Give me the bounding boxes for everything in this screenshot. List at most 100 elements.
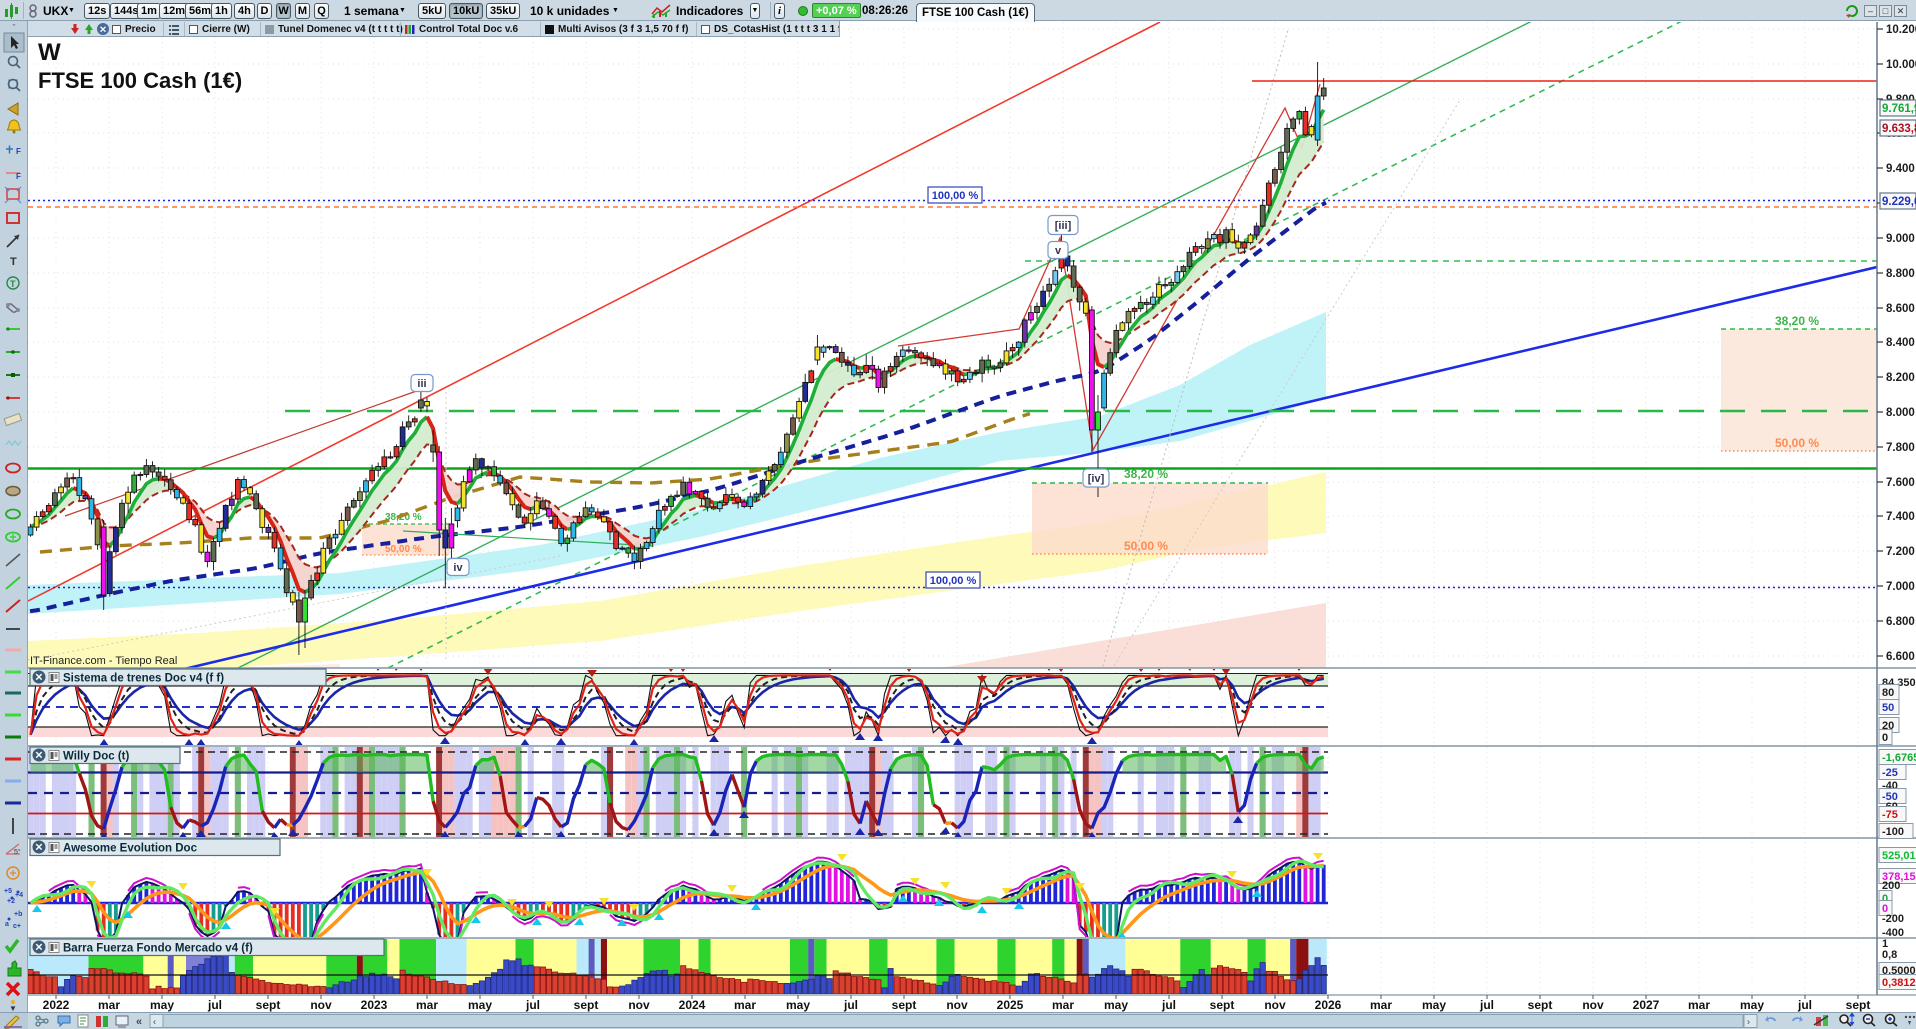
svg-text:Willy Doc (t): Willy Doc (t)	[63, 751, 130, 763]
svg-text:8.600: 8.600	[1886, 303, 1915, 315]
svg-text:9.633,8: 9.633,8	[1882, 123, 1916, 135]
svg-text:0: 0	[1882, 732, 1888, 744]
svg-text:-100: -100	[1882, 826, 1904, 838]
svg-text:+b: +b	[14, 911, 22, 918]
svg-text:38,20 %: 38,20 %	[385, 512, 422, 523]
svg-text:mar: mar	[1688, 998, 1710, 1012]
svg-text:+5: +5	[4, 888, 12, 895]
svg-text:v: v	[1055, 245, 1062, 257]
svg-text:sept: sept	[256, 998, 281, 1012]
svg-text:Barra Fuerza Fondo Mercado v4: Barra Fuerza Fondo Mercado v4 (f)	[63, 943, 253, 955]
svg-text:jul: jul	[1161, 998, 1176, 1012]
svg-text:nov: nov	[628, 998, 650, 1012]
svg-text:a: a	[5, 921, 9, 928]
svg-text:-50: -50	[1882, 791, 1898, 803]
svg-text:2023: 2023	[361, 998, 388, 1012]
svg-text:7.600: 7.600	[1886, 477, 1915, 489]
svg-text:0: 0	[1882, 893, 1888, 905]
svg-text:-75: -75	[1882, 809, 1898, 821]
svg-text:7.400: 7.400	[1886, 511, 1915, 523]
svg-text:mar: mar	[1052, 998, 1074, 1012]
svg-text:mar: mar	[416, 998, 438, 1012]
svg-text:50: 50	[1882, 702, 1894, 714]
svg-text:Awesome Evolution Doc: Awesome Evolution Doc	[63, 843, 198, 855]
svg-text:may: may	[1740, 998, 1764, 1012]
svg-text:100,00 %: 100,00 %	[930, 575, 977, 587]
svg-text:›: ›	[1747, 1017, 1750, 1027]
svg-text:✕: ✕	[35, 943, 43, 954]
svg-text:IT-Finance.com - Tiempo Real: IT-Finance.com - Tiempo Real	[30, 655, 177, 667]
svg-text:iv: iv	[453, 562, 463, 574]
svg-text:mar: mar	[734, 998, 756, 1012]
svg-text:0,8: 0,8	[1882, 949, 1897, 961]
svg-text:+2: +2	[7, 898, 15, 905]
svg-text:T: T	[10, 279, 16, 289]
svg-text:8.800: 8.800	[1886, 268, 1915, 280]
svg-text:2025: 2025	[997, 998, 1024, 1012]
svg-text:may: may	[1104, 998, 1128, 1012]
svg-text:2022: 2022	[43, 998, 70, 1012]
svg-text:jul: jul	[1479, 998, 1494, 1012]
svg-text:[iv]: [iv]	[1088, 473, 1105, 485]
svg-text:✕: ✕	[35, 843, 43, 854]
svg-text:1: 1	[1882, 938, 1888, 950]
svg-text:2027: 2027	[1633, 998, 1660, 1012]
svg-text:jul: jul	[525, 998, 540, 1012]
svg-text:8.400: 8.400	[1886, 337, 1915, 349]
svg-text:8.200: 8.200	[1886, 372, 1915, 384]
svg-text:F: F	[16, 147, 21, 156]
svg-text:7.200: 7.200	[1886, 546, 1915, 558]
svg-text:-400: -400	[1882, 927, 1904, 939]
svg-text:10.200: 10.200	[1886, 24, 1916, 36]
svg-text:mar: mar	[98, 998, 120, 1012]
svg-text:525,01: 525,01	[1882, 850, 1916, 862]
svg-text:Sistema de trenes Doc v4 (f f): Sistema de trenes Doc v4 (f f)	[63, 673, 224, 685]
svg-text:FTSE 100 Cash (1€): FTSE 100 Cash (1€)	[38, 68, 242, 93]
svg-text:[iii]: [iii]	[1055, 220, 1072, 232]
svg-text:-25: -25	[1882, 767, 1898, 779]
svg-text:9.400: 9.400	[1886, 163, 1915, 175]
svg-text:W: W	[38, 39, 61, 66]
svg-text:‹: ‹	[153, 1017, 156, 1027]
svg-text:sept: sept	[892, 998, 917, 1012]
svg-text:✕: ✕	[99, 24, 107, 34]
svg-text:5°: 5°	[14, 848, 21, 856]
svg-text:✕: ✕	[35, 673, 43, 684]
svg-text:may: may	[786, 998, 810, 1012]
svg-text:38,20 %: 38,20 %	[1775, 314, 1819, 328]
svg-text:7.000: 7.000	[1886, 581, 1915, 593]
svg-text:jul: jul	[843, 998, 858, 1012]
svg-text:0: 0	[1882, 903, 1888, 915]
svg-text:-200: -200	[1882, 913, 1904, 925]
svg-text:2024: 2024	[679, 998, 706, 1012]
svg-text:nov: nov	[946, 998, 968, 1012]
svg-text:2026: 2026	[1315, 998, 1342, 1012]
svg-text:-1,6765: -1,6765	[1882, 752, 1916, 764]
svg-text:«: «	[136, 1016, 142, 1028]
svg-text:sept: sept	[1846, 998, 1871, 1012]
svg-text:sept: sept	[1528, 998, 1553, 1012]
svg-text:mar: mar	[1370, 998, 1392, 1012]
svg-text:F: F	[16, 172, 21, 181]
svg-text:T: T	[10, 256, 17, 268]
svg-text:378,15: 378,15	[1882, 871, 1916, 883]
svg-text:7.800: 7.800	[1886, 442, 1915, 454]
svg-text:sept: sept	[1210, 998, 1235, 1012]
svg-text:50,00 %: 50,00 %	[1124, 539, 1168, 553]
svg-text:9.000: 9.000	[1886, 233, 1915, 245]
svg-text:▼: ▼	[9, 1004, 17, 1012]
svg-text:nov: nov	[310, 998, 332, 1012]
svg-text:nov: nov	[1264, 998, 1286, 1012]
svg-text:8.000: 8.000	[1886, 407, 1915, 419]
svg-text:50,00 %: 50,00 %	[385, 544, 422, 555]
svg-text:6.800: 6.800	[1886, 616, 1915, 628]
svg-text:9.229,6: 9.229,6	[1882, 196, 1916, 208]
svg-text:9.761,9: 9.761,9	[1882, 103, 1916, 115]
svg-text:10.000: 10.000	[1886, 59, 1916, 71]
svg-text:nov: nov	[1582, 998, 1604, 1012]
svg-text:6.600: 6.600	[1886, 651, 1915, 663]
svg-text:c+: c+	[13, 923, 21, 930]
svg-text:+4: +4	[15, 892, 23, 899]
svg-text:50,00 %: 50,00 %	[1775, 436, 1819, 450]
svg-text:jul: jul	[207, 998, 222, 1012]
